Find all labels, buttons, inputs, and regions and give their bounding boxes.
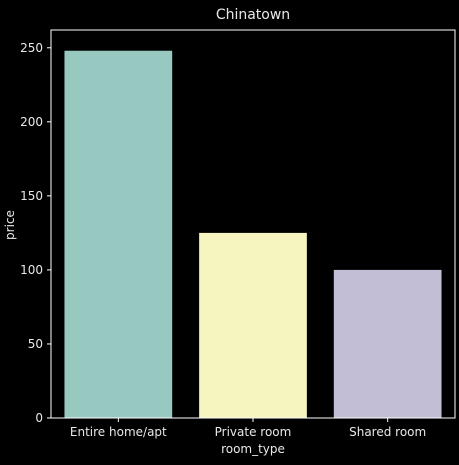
bar-1 — [199, 232, 307, 418]
y-tick-label-5: 250 — [20, 41, 43, 55]
x-tick-label-1: Private room — [215, 425, 292, 439]
bar-2 — [333, 269, 442, 418]
y-tick-label-2: 100 — [20, 263, 43, 277]
bar-group — [64, 50, 442, 419]
bar-0 — [64, 50, 173, 419]
y-tick-label-1: 50 — [28, 337, 43, 351]
y-tick-label-3: 150 — [20, 189, 43, 203]
x-tick-label-2: Shared room — [349, 425, 426, 439]
y-axis-label: price — [3, 210, 17, 240]
chart-title: Chinatown — [216, 7, 290, 23]
axes-frame — [50, 29, 456, 419]
x-tick-label-0: Entire home/apt — [70, 425, 167, 439]
axes-border — [50, 29, 456, 419]
y-axis-ticks: 0 50 100 150 200 250 — [20, 41, 51, 425]
y-tick-label-0: 0 — [35, 411, 43, 425]
y-tick-label-4: 200 — [20, 115, 43, 129]
x-axis-ticks: Entire home/apt Private room Shared room — [70, 418, 426, 439]
x-axis-label: room_type — [221, 442, 285, 456]
